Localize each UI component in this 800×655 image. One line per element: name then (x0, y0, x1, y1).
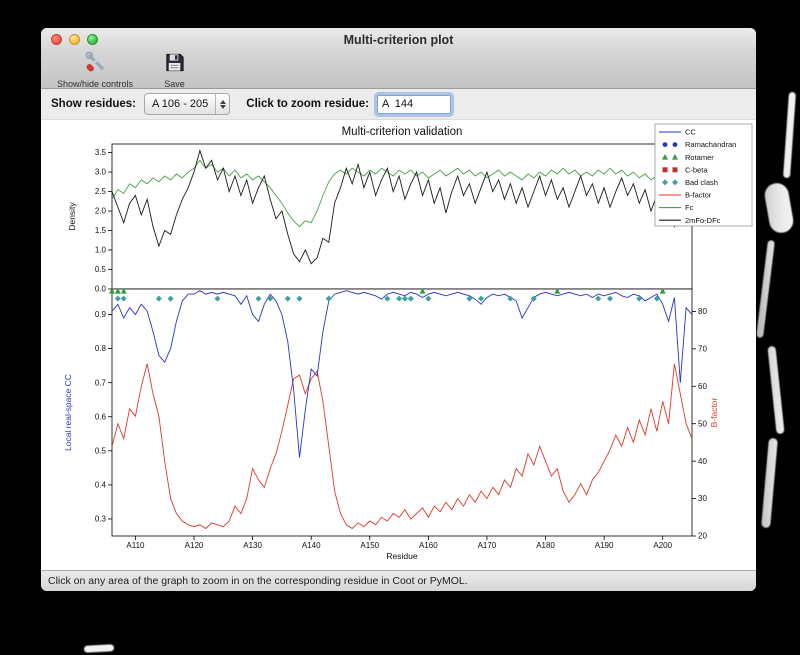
svg-text:1.5: 1.5 (95, 226, 107, 235)
show-residues-label: Show residues: (51, 98, 136, 110)
svg-text:80: 80 (698, 307, 707, 316)
titlebar[interactable]: Multi-criterion plot (41, 28, 756, 51)
svg-text:0.7: 0.7 (95, 378, 107, 387)
svg-text:0.8: 0.8 (95, 344, 107, 353)
status-text: Click on any area of the graph to zoom i… (48, 575, 468, 587)
zoom-residue-label: Click to zoom residue: (246, 98, 369, 110)
svg-text:Fc: Fc (685, 203, 694, 212)
screen-artifact (83, 644, 115, 653)
tools-icon (84, 50, 107, 79)
svg-text:A110: A110 (126, 541, 145, 550)
svg-text:Density: Density (67, 202, 77, 231)
bottom-subplot[interactable] (111, 288, 693, 537)
zoom-residue-input[interactable] (376, 94, 451, 114)
validation-chart[interactable]: 0.0 0.5 1.0 1.5 2.0 2.5 3.0 3.5 0.3 0.4 0.5 0.6 0.7 0… (41, 120, 756, 570)
svg-text:Multi-criterion validation: Multi-criterion validation (342, 126, 463, 138)
close-button[interactable] (51, 34, 62, 45)
svg-text:3.5: 3.5 (95, 148, 107, 157)
chart-legend: CC Ramachandran Rotamer C-beta Bad clash B-fa… (654, 123, 753, 227)
svg-text:0.5: 0.5 (95, 265, 107, 274)
svg-text:A120: A120 (185, 541, 204, 550)
svg-text:2mFo-DFc: 2mFo-DFc (685, 216, 721, 225)
traffic-lights (51, 28, 98, 51)
svg-text:Ramachandran: Ramachandran (685, 140, 736, 149)
residue-range-dropdown[interactable]: A 106 - 205 (144, 93, 231, 115)
stepper-arrows-icon (215, 94, 229, 114)
minimize-button[interactable] (69, 34, 80, 45)
svg-text:A170: A170 (478, 541, 497, 550)
svg-text:Bad clash: Bad clash (685, 178, 718, 187)
screen-artifact (767, 345, 785, 435)
screen-artifact (783, 91, 796, 179)
controls-bar: Show residues: A 106 - 205 Click to zoom… (41, 89, 756, 120)
top-subplot[interactable] (111, 143, 693, 290)
svg-text:60: 60 (698, 382, 707, 391)
svg-text:A200: A200 (653, 541, 672, 550)
status-bar: Click on any area of the graph to zoom i… (41, 570, 756, 591)
svg-text:A130: A130 (243, 541, 262, 550)
svg-text:Local real-space CC: Local real-space CC (63, 374, 73, 451)
svg-text:C-beta: C-beta (685, 165, 708, 174)
app-window: Multi-criterion plot Show/hide controls (41, 28, 756, 591)
svg-text:70: 70 (698, 344, 707, 353)
svg-text:B-factor: B-factor (685, 191, 712, 200)
svg-text:0.9: 0.9 (95, 310, 107, 319)
svg-text:0.3: 0.3 (95, 515, 107, 524)
svg-text:A140: A140 (302, 541, 321, 550)
svg-text:B-factor: B-factor (709, 397, 719, 427)
svg-text:20: 20 (698, 532, 707, 541)
svg-text:Rotamer: Rotamer (685, 153, 714, 162)
svg-text:0.6: 0.6 (95, 412, 107, 421)
screen-artifact (756, 239, 775, 339)
screen-artifact (762, 181, 796, 235)
zoom-window-button[interactable] (87, 34, 98, 45)
svg-text:40: 40 (698, 457, 707, 466)
svg-text:A150: A150 (360, 541, 379, 550)
svg-text:2.5: 2.5 (95, 187, 107, 196)
save-button[interactable]: Save (157, 50, 192, 90)
show-hide-controls-button[interactable]: Show/hide controls (51, 50, 139, 90)
residue-range-value: A 106 - 205 (152, 98, 209, 110)
svg-text:50: 50 (698, 419, 707, 428)
svg-text:2.0: 2.0 (95, 207, 107, 216)
figure[interactable]: 0.0 0.5 1.0 1.5 2.0 2.5 3.0 3.5 0.3 0.4 0.5 0.6 0.7 0… (41, 120, 756, 570)
svg-text:3.0: 3.0 (95, 168, 107, 177)
svg-text:CC: CC (685, 128, 696, 137)
toolbar: Show/hide controls Save (41, 50, 756, 90)
save-label: Save (164, 78, 185, 89)
show-hide-controls-label: Show/hide controls (57, 78, 134, 89)
screen-artifact (761, 437, 778, 529)
svg-text:A160: A160 (419, 541, 438, 550)
svg-text:A180: A180 (536, 541, 555, 550)
window-title: Multi-criterion plot (343, 32, 454, 47)
svg-text:1.0: 1.0 (95, 246, 107, 255)
svg-text:30: 30 (698, 494, 707, 503)
svg-text:0.5: 0.5 (95, 446, 107, 455)
svg-text:Residue: Residue (386, 551, 417, 561)
svg-text:A190: A190 (595, 541, 614, 550)
svg-text:0.0: 0.0 (95, 285, 107, 294)
svg-text:0.4: 0.4 (95, 480, 107, 489)
save-icon (163, 51, 186, 79)
